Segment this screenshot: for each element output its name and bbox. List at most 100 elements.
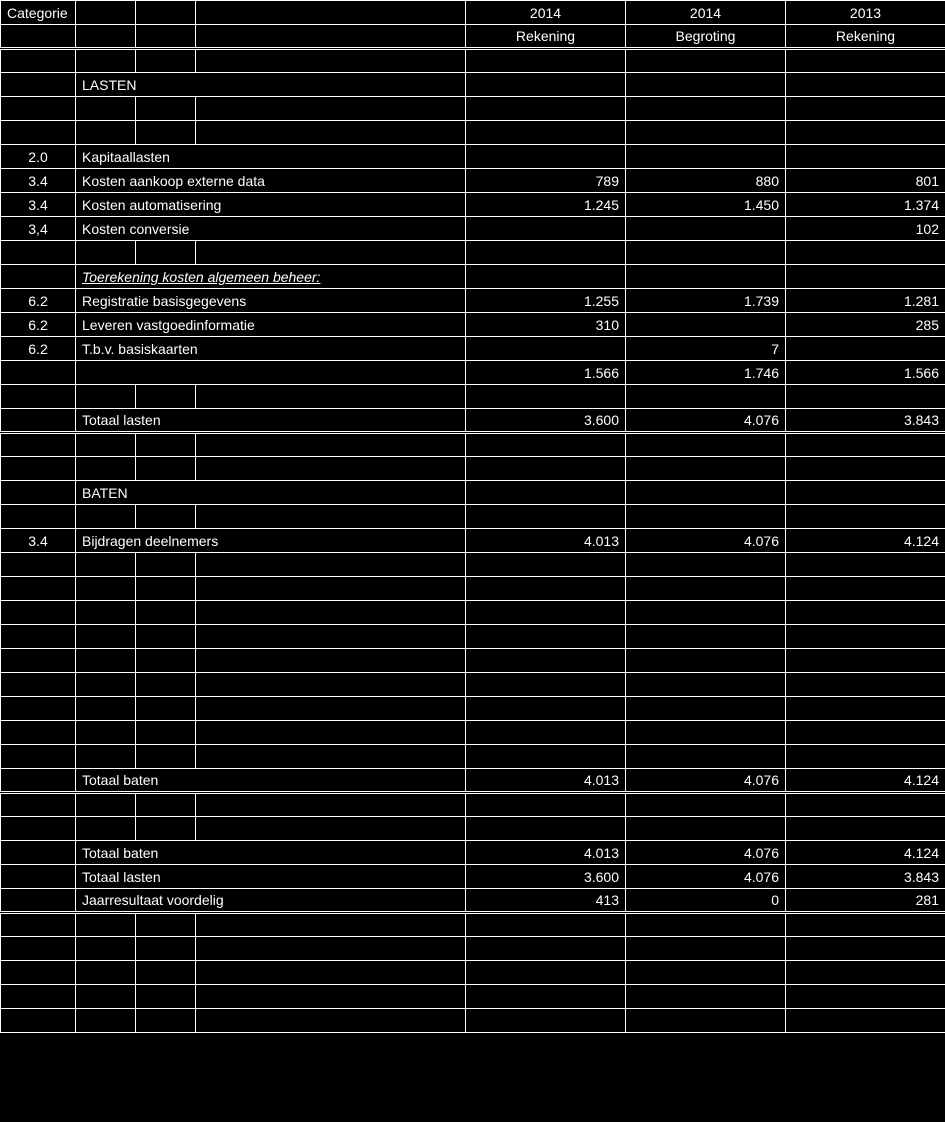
cell-val <box>626 145 786 169</box>
section-toerekening: Toerekening kosten algemeen beheer: <box>1 265 945 289</box>
blank-row <box>1 505 945 529</box>
cell-val: 310 <box>466 313 626 337</box>
header-row-sub: Rekening Begroting Rekening <box>1 25 945 49</box>
blank-row <box>1 961 945 985</box>
cell-cat: 3.4 <box>1 169 76 193</box>
blank-row <box>1 937 945 961</box>
cell-label: Kapitaallasten <box>76 145 466 169</box>
cell-val: 880 <box>626 169 786 193</box>
cell-label: Totaal baten <box>76 841 466 865</box>
cell-val: 1.255 <box>466 289 626 313</box>
cell-val: 413 <box>466 889 626 913</box>
blank-row <box>1 457 945 481</box>
cell-cat: 6.2 <box>1 337 76 361</box>
cell-cat: 2.0 <box>1 145 76 169</box>
blank-row <box>1 985 945 1009</box>
blank-row <box>1 49 945 73</box>
blank-row <box>1 433 945 457</box>
cell-val: 3.843 <box>786 865 945 889</box>
blank-row <box>1 577 945 601</box>
cell-val <box>466 337 626 361</box>
cell-val: 7 <box>626 337 786 361</box>
row-vastgoedinfo: 6.2 Leveren vastgoedinformatie 310 285 <box>1 313 945 337</box>
cell-val: 801 <box>786 169 945 193</box>
cell-val: 4.013 <box>466 769 626 793</box>
cell-val: 789 <box>466 169 626 193</box>
cell-cat: 3.4 <box>1 193 76 217</box>
blank-row <box>1 673 945 697</box>
cell-label: Totaal lasten <box>76 865 466 889</box>
row-sum-totaal-lasten: Totaal lasten 3.600 4.076 3.843 <box>1 865 945 889</box>
cell-val: 4.076 <box>626 529 786 553</box>
cell-label: Totaal lasten <box>76 409 466 433</box>
row-totaal-baten: Totaal baten 4.013 4.076 4.124 <box>1 769 945 793</box>
cell-cat: 6.2 <box>1 289 76 313</box>
row-conversie: 3,4 Kosten conversie 102 <box>1 217 945 241</box>
cell-val: 1.566 <box>786 361 945 385</box>
cell-val: 3.600 <box>466 409 626 433</box>
cell-label: Kosten aankoop externe data <box>76 169 466 193</box>
row-basiskaarten: 6.2 T.b.v. basiskaarten 7 <box>1 337 945 361</box>
blank-row <box>1 385 945 409</box>
cell-val: 1.746 <box>626 361 786 385</box>
header-sub-0: Rekening <box>466 25 626 49</box>
cell-val: 285 <box>786 313 945 337</box>
header-sub-1: Begroting <box>626 25 786 49</box>
cell-val: 4.124 <box>786 769 945 793</box>
blank-row <box>1 721 945 745</box>
header-row-years: Categorie 2014 2014 2013 <box>1 1 945 25</box>
cell-val <box>626 313 786 337</box>
cell-val: 1.281 <box>786 289 945 313</box>
row-externe-data: 3.4 Kosten aankoop externe data 789 880 … <box>1 169 945 193</box>
section-lasten-label: LASTEN <box>76 73 466 97</box>
cell-val: 4.124 <box>786 841 945 865</box>
row-jaarresultaat: Jaarresultaat voordelig 413 0 281 <box>1 889 945 913</box>
header-year-0: 2014 <box>466 1 626 25</box>
cell-val: 281 <box>786 889 945 913</box>
row-automatisering: 3.4 Kosten automatisering 1.245 1.450 1.… <box>1 193 945 217</box>
cell-val: 1.566 <box>466 361 626 385</box>
cell-val: 4.076 <box>626 865 786 889</box>
cell-val: 1.374 <box>786 193 945 217</box>
cell-label: Totaal baten <box>76 769 466 793</box>
cell-val: 102 <box>786 217 945 241</box>
cell-val: 1.450 <box>626 193 786 217</box>
cell-val <box>626 217 786 241</box>
blank-row <box>1 553 945 577</box>
cell-cat: 3.4 <box>1 529 76 553</box>
blank-row <box>1 817 945 841</box>
header-sub-2: Rekening <box>786 25 945 49</box>
cell-label: Registratie basisgegevens <box>76 289 466 313</box>
row-sum-totaal-baten: Totaal baten 4.013 4.076 4.124 <box>1 841 945 865</box>
cell-val: 4.013 <box>466 841 626 865</box>
section-baten-label: BATEN <box>76 481 466 505</box>
blank-row <box>1 121 945 145</box>
cell-label: Bijdragen deelnemers <box>76 529 466 553</box>
cell-label: Leveren vastgoedinformatie <box>76 313 466 337</box>
table: Categorie 2014 2014 2013 Rekening Begrot… <box>0 0 945 1033</box>
blank-row <box>1 625 945 649</box>
blank-row <box>1 913 945 937</box>
cell-cat: 3,4 <box>1 217 76 241</box>
cell-val: 4.076 <box>626 409 786 433</box>
section-toerekening-label: Toerekening kosten algemeen beheer: <box>76 265 466 289</box>
cell-val: 4.013 <box>466 529 626 553</box>
blank-row <box>1 601 945 625</box>
cell-val: 3.600 <box>466 865 626 889</box>
row-basisgegevens: 6.2 Registratie basisgegevens 1.255 1.73… <box>1 289 945 313</box>
cell-label: Jaarresultaat voordelig <box>76 889 466 913</box>
section-baten: BATEN <box>1 481 945 505</box>
row-totaal-lasten: Totaal lasten 3.600 4.076 3.843 <box>1 409 945 433</box>
blank-row <box>1 793 945 817</box>
blank-row <box>1 697 945 721</box>
blank-row <box>1 241 945 265</box>
section-lasten: LASTEN <box>1 73 945 97</box>
row-subtotal-toerek: 1.566 1.746 1.566 <box>1 361 945 385</box>
cell-label: Kosten conversie <box>76 217 466 241</box>
blank-row <box>1 745 945 769</box>
cell-val: 4.076 <box>626 769 786 793</box>
blank-row <box>1 97 945 121</box>
blank-row <box>1 1009 945 1033</box>
header-year-1: 2014 <box>626 1 786 25</box>
header-empty <box>136 1 196 25</box>
